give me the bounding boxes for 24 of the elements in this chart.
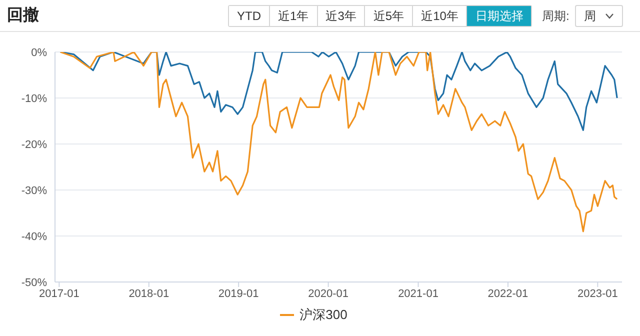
y-tick-label: -40% (21, 230, 48, 243)
y-tick-label: 0% (31, 46, 48, 59)
text: 近1年 (269, 6, 317, 26)
x-tick-label: 2018-01 (128, 288, 170, 300)
x-tick-label: 2021-01 (398, 288, 438, 300)
y-tick-label: -20% (21, 138, 48, 151)
text: 日期选择 (466, 6, 532, 26)
text: 近5年 (364, 6, 412, 26)
x-tick-label: 2022-01 (488, 288, 528, 300)
x-tick-label: 2017-01 (38, 288, 80, 300)
text: 近10年 (412, 6, 466, 26)
y-tick-label: -10% (21, 92, 48, 105)
legend-label: 沪深300 (300, 306, 348, 324)
x-tick-label: 2019-01 (218, 288, 259, 300)
text: 周期: (542, 8, 570, 25)
text: YTD (229, 6, 269, 26)
text: 周 (584, 8, 596, 24)
y-tick-label: -30% (21, 184, 48, 197)
y-tick-label: -50% (21, 276, 48, 289)
x-tick-label: 2020-01 (308, 288, 348, 300)
chart-title: 回撤 (7, 6, 39, 26)
line-series (60, 52, 618, 232)
text: 近3年 (316, 6, 364, 26)
x-tick-label: 2023-01 (577, 288, 618, 300)
